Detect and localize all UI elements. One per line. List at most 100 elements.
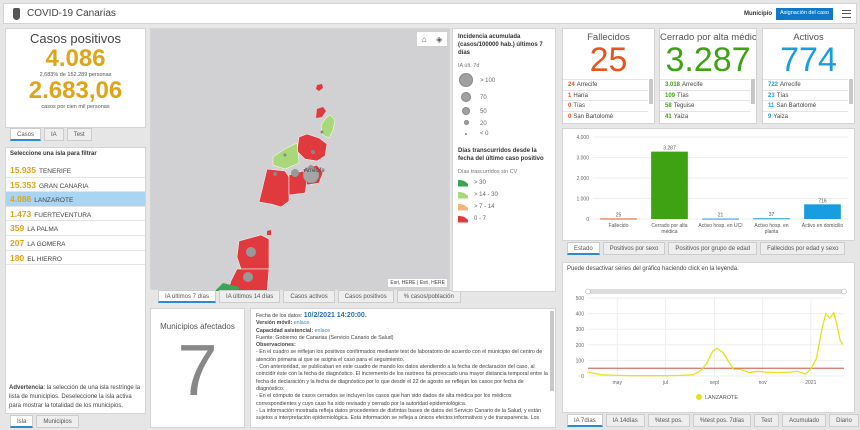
island-item-la-palma[interactable]: 359 LA PALMA — [6, 221, 145, 236]
kpi-list-item[interactable]: 0 San Bartolomé — [563, 110, 648, 122]
tab-chart-5[interactable]: Acumulado — [782, 414, 827, 427]
class-label: > 7 - 14 — [474, 204, 495, 210]
incidence-line-chart: 0 100 200 300 400 500 may jul sept nov 2021 LANZARO… — [576, 288, 847, 401]
data-point — [740, 368, 742, 371]
island-lobos[interactable] — [267, 230, 271, 235]
kpi-item-value: 23 — [768, 92, 775, 99]
kpi-list-item[interactable]: 58 Teguise — [660, 100, 750, 111]
map-canvas[interactable]: Arrecife — [151, 29, 451, 291]
hamburger-menu-icon[interactable] — [842, 10, 851, 18]
legend-marker-icon[interactable] — [696, 394, 702, 400]
tab-map-2[interactable]: Casos activos — [283, 290, 335, 303]
mobile-label: Versión móvil: — [256, 320, 293, 327]
slider-handle-right[interactable] — [841, 288, 847, 295]
kpi-scrollbar[interactable] — [649, 79, 653, 104]
series-line-lanzarote[interactable] — [587, 311, 843, 377]
bar[interactable] — [804, 204, 841, 219]
kpi-list-item[interactable]: 11 San Bartolomé — [763, 100, 848, 111]
range-slider[interactable] — [588, 289, 844, 294]
kpi-list-item[interactable]: 3.018 Arrecife — [660, 79, 750, 90]
home-icon[interactable]: ⌂ — [421, 34, 427, 44]
kpi-list-item[interactable]: 24 Arrecife — [563, 79, 648, 90]
tab-test[interactable]: Test — [66, 128, 92, 141]
island-item-fuerteventura[interactable]: 1.473 FUERTEVENTURA — [6, 207, 145, 222]
island-item-el-hierro[interactable]: 180 EL HIERRO — [6, 251, 145, 266]
info-scrollbar[interactable] — [550, 311, 554, 391]
canarias-shield-icon — [13, 8, 20, 20]
island-filter-title: Seleccione una isla para filtrar — [10, 151, 97, 157]
capacity-label: Capacidad asistencial: — [256, 327, 314, 334]
kpi-list-item[interactable]: 41 Yaiza — [660, 110, 750, 122]
kpi-list-item[interactable]: 0 Tías — [563, 100, 648, 111]
island-name: GRAN CANARIA — [39, 182, 89, 190]
kpi-item-value: 109 — [665, 92, 676, 99]
kpi-list-item[interactable]: 109 Tías — [660, 89, 750, 101]
municipality-yaiza[interactable] — [258, 168, 290, 208]
positive-rate-value: 2.683,06 — [28, 77, 123, 104]
municipality-tias[interactable] — [288, 170, 308, 196]
y-tick-label: 2.000 — [576, 176, 589, 182]
capacity-link[interactable]: enlace — [314, 327, 331, 334]
tab-map-1[interactable]: IA últimos 14 días — [219, 290, 281, 303]
island-item-gran-canaria[interactable]: 15.353 GRAN CANARIA — [6, 178, 145, 193]
kpi-list-item[interactable]: 722 Arrecife — [763, 79, 848, 90]
municipality-teguise[interactable] — [296, 133, 328, 162]
kpi-title: Activos — [793, 32, 824, 43]
tab-chart-0[interactable]: IA 7días — [567, 414, 603, 427]
island-name: EL HIERRO — [27, 255, 62, 263]
arrecife-incidence-circle[interactable] — [302, 166, 320, 184]
bar[interactable] — [753, 218, 790, 220]
island-name: LA PALMA — [27, 226, 59, 234]
bar[interactable] — [651, 151, 688, 219]
tab-municipios[interactable]: Municipios — [36, 415, 79, 428]
kpi-title: Fallecidos — [587, 32, 630, 43]
assign-case-button[interactable]: Asignación del caso — [776, 8, 833, 20]
kpi-scrollbar[interactable] — [849, 79, 853, 104]
bar[interactable] — [600, 218, 637, 220]
tab-status-3[interactable]: Fallecidos por edad y sexo — [760, 242, 846, 255]
island-item-tenerife[interactable]: 15.935 TENERIFE — [6, 163, 145, 178]
municipality-alegranza[interactable] — [316, 84, 323, 91]
kpi-list-item[interactable]: 23 Tías — [763, 89, 848, 101]
municipality-graciosa[interactable] — [316, 107, 326, 118]
data-point — [727, 359, 729, 361]
tab-status-2[interactable]: Positivos por grupo de edad — [668, 242, 758, 255]
tab-map-0[interactable]: IA últimos 7 días — [158, 290, 217, 303]
tab-chart-1[interactable]: IA 14días — [605, 414, 645, 427]
tab-chart-6[interactable]: Diario — [829, 414, 859, 427]
kpi-item-value: 1 — [568, 92, 572, 99]
map-view[interactable]: Arrecife ⌂ ◈ Esri, HERE | Esri, HERE — [150, 28, 451, 291]
island-item-la-gomera[interactable]: 207 LA GOMERA — [6, 236, 145, 251]
data-date: 10/2/2021 14:20:00. — [303, 312, 367, 319]
island-filter-panel: Seleccione una isla para filtrar 15.935 T… — [5, 147, 146, 414]
tab-isla[interactable]: Isla — [10, 415, 34, 428]
kpi-list-item[interactable]: 1 Haría — [563, 89, 648, 101]
data-point — [777, 371, 779, 374]
island-item-lanzarote[interactable]: 4.086 LANZAROTE — [6, 192, 145, 207]
map-attribution: Esri, HERE | Esri, HERE — [388, 279, 447, 287]
kpi-scrollbar[interactable] — [751, 79, 755, 104]
data-point — [732, 368, 734, 370]
municipality-antigua[interactable] — [215, 283, 239, 291]
tab-map-4[interactable]: % casos/población — [396, 290, 461, 303]
bar[interactable] — [702, 218, 739, 220]
tab-ia[interactable]: IA — [44, 128, 64, 141]
affected-municipalities-value: 7 — [177, 331, 218, 411]
tab-chart-2[interactable]: %test pos. — [647, 414, 690, 427]
layers-icon[interactable]: ◈ — [436, 34, 443, 44]
tab-map-3[interactable]: Casos positivos — [337, 290, 394, 303]
bar-value-label: 21 — [718, 213, 724, 219]
size-label: 70 — [480, 94, 487, 101]
island-count: 15.935 — [10, 165, 36, 175]
tab-chart-4[interactable]: Test — [754, 414, 780, 427]
tab-casos[interactable]: Casos — [10, 128, 42, 141]
kpi-list-item[interactable]: 9 Yaiza — [763, 110, 848, 122]
tab-status-0[interactable]: Estado — [567, 242, 600, 255]
tab-status-1[interactable]: Positivos por sexo — [602, 242, 666, 255]
mobile-link[interactable]: enlace. — [293, 320, 311, 327]
bar-value-label: 3.287 — [663, 146, 676, 152]
slider-handle-left[interactable] — [585, 288, 591, 295]
legend-label[interactable]: LANZAROTE — [705, 395, 738, 401]
municipality-haria[interactable] — [320, 114, 336, 139]
tab-chart-3[interactable]: %test pos. 7días — [692, 414, 752, 427]
